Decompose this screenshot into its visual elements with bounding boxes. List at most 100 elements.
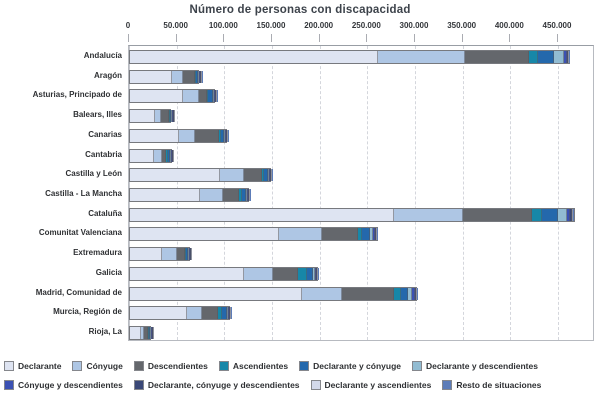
- segment-declarante[interactable]: [130, 110, 156, 123]
- segment-declarante-cónyuge-y-descendientes[interactable]: [316, 267, 318, 280]
- segment-declarante-cónyuge-y-descendientes[interactable]: [225, 129, 227, 142]
- segment-declarante[interactable]: [130, 287, 302, 300]
- segment-declarante[interactable]: [130, 50, 378, 63]
- segment-cónyuge-y-descendientes[interactable]: [373, 228, 375, 241]
- segment-cónyuge[interactable]: [301, 287, 342, 300]
- segment-cónyuge-y-descendientes[interactable]: [314, 267, 317, 280]
- segment-declarante-y-cónyuge[interactable]: [169, 110, 171, 123]
- segment-declarante-cónyuge-y-descendientes[interactable]: [247, 189, 249, 201]
- segment-descendientes[interactable]: [243, 169, 262, 182]
- segment-cónyuge[interactable]: [178, 129, 196, 142]
- segment-cónyuge-y-descendientes[interactable]: [269, 169, 271, 182]
- bar-extremadura[interactable]: [129, 247, 192, 262]
- segment-declarante-cónyuge-y-descendientes[interactable]: [189, 248, 191, 261]
- bar-comunitat-valenciana[interactable]: [129, 227, 378, 242]
- segment-cónyuge-y-descendientes[interactable]: [150, 327, 152, 340]
- segment-declarante[interactable]: [130, 149, 155, 162]
- segment-ascendientes[interactable]: [147, 327, 149, 340]
- segment-declarante-y-ascendientes[interactable]: [317, 267, 319, 280]
- bar-andaluc-a[interactable]: [129, 49, 571, 64]
- segment-descendientes[interactable]: [202, 307, 218, 320]
- segment-descendientes[interactable]: [162, 149, 167, 162]
- bar-castilla-y-le-n[interactable]: [129, 168, 273, 183]
- segment-declarante-y-cónyuge[interactable]: [185, 248, 188, 261]
- segment-descendientes[interactable]: [321, 228, 358, 241]
- segment-declarante-cónyuge-y-descendientes[interactable]: [566, 50, 568, 63]
- segment-declarante-y-cónyuge[interactable]: [221, 307, 227, 320]
- segment-declarante-y-descendientes[interactable]: [223, 129, 225, 142]
- segment-cónyuge[interactable]: [154, 149, 163, 162]
- segment-ascendientes[interactable]: [168, 110, 170, 123]
- segment-descendientes[interactable]: [273, 267, 298, 280]
- segment-declarante[interactable]: [130, 70, 173, 83]
- bar-castilla-la-mancha[interactable]: [129, 188, 251, 202]
- legend-item-ascendientes[interactable]: Ascendientes: [218, 360, 288, 371]
- segment-cónyuge[interactable]: [183, 90, 199, 103]
- segment-declarante[interactable]: [130, 327, 142, 340]
- segment-declarante-cónyuge-y-descendientes[interactable]: [171, 149, 173, 162]
- bar-balears-illes[interactable]: [129, 109, 175, 124]
- segment-declarante-y-cónyuge[interactable]: [307, 267, 313, 280]
- segment-declarante-y-ascendientes[interactable]: [226, 129, 228, 142]
- segment-descendientes[interactable]: [198, 90, 207, 103]
- segment-declarante-y-descendientes[interactable]: [149, 327, 151, 340]
- segment-declarante-y-descendientes[interactable]: [370, 228, 374, 241]
- segment-declarante-y-descendientes[interactable]: [187, 248, 189, 261]
- segment-declarante-y-descendientes[interactable]: [408, 287, 413, 300]
- segment-declarante-y-ascendientes[interactable]: [173, 110, 175, 123]
- segment-declarante-cónyuge-y-descendientes[interactable]: [199, 70, 201, 83]
- segment-cónyuge-y-descendientes[interactable]: [214, 90, 216, 103]
- bar-galicia[interactable]: [129, 266, 319, 281]
- segment-declarante[interactable]: [130, 129, 179, 142]
- segment-declarante[interactable]: [130, 267, 245, 280]
- legend-item-declarante[interactable]: Declarante: [4, 360, 61, 371]
- segment-ascendientes[interactable]: [206, 90, 208, 103]
- segment-declarante-y-cónyuge[interactable]: [167, 149, 170, 162]
- segment-declarante-y-descendientes[interactable]: [197, 70, 199, 83]
- segment-declarante-y-cónyuge[interactable]: [361, 228, 371, 241]
- segment-descendientes[interactable]: [160, 110, 169, 123]
- segment-declarante-cónyuge-y-descendientes[interactable]: [151, 327, 153, 340]
- segment-declarante-y-cónyuge[interactable]: [195, 70, 198, 83]
- segment-declarante-y-cónyuge[interactable]: [264, 169, 269, 182]
- segment-cónyuge[interactable]: [172, 70, 183, 83]
- segment-ascendientes[interactable]: [357, 228, 362, 241]
- segment-ascendientes[interactable]: [297, 267, 308, 280]
- segment-declarante-cónyuge-y-descendientes[interactable]: [172, 110, 174, 123]
- segment-cónyuge[interactable]: [394, 208, 464, 221]
- segment-cónyuge-y-descendientes[interactable]: [171, 110, 173, 123]
- segment-declarante-y-ascendientes[interactable]: [572, 208, 574, 221]
- segment-declarante-y-ascendientes[interactable]: [567, 50, 569, 63]
- segment-declarante-y-descendientes[interactable]: [553, 50, 564, 63]
- segment-cónyuge-y-descendientes[interactable]: [224, 129, 226, 142]
- legend-item-declarante-y-descendientes[interactable]: Declarante y descendientes: [412, 360, 538, 371]
- segment-descendientes[interactable]: [195, 129, 219, 142]
- segment-declarante-y-ascendientes[interactable]: [271, 169, 273, 182]
- segment-cónyuge-y-descendientes[interactable]: [198, 70, 200, 83]
- legend-item-cónyuge-y-descendientes[interactable]: Cónyuge y descendientes: [4, 379, 123, 390]
- segment-ascendientes[interactable]: [261, 169, 265, 182]
- segment-cónyuge-y-descendientes[interactable]: [188, 248, 190, 261]
- segment-ascendientes[interactable]: [532, 208, 542, 221]
- bar-murcia-regi-n-de[interactable]: [129, 306, 232, 321]
- segment-descendientes[interactable]: [223, 189, 239, 201]
- segment-declarante-y-cónyuge[interactable]: [241, 189, 246, 201]
- segment-cónyuge[interactable]: [162, 248, 177, 261]
- segment-ascendientes[interactable]: [194, 70, 196, 83]
- bar-madrid-comunidad-de[interactable]: [129, 286, 418, 301]
- segment-declarante-y-descendientes[interactable]: [245, 189, 247, 201]
- segment-declarante-y-ascendientes[interactable]: [200, 70, 202, 83]
- segment-ascendientes[interactable]: [166, 149, 168, 162]
- segment-declarante-y-cónyuge[interactable]: [148, 327, 150, 340]
- segment-cónyuge[interactable]: [377, 50, 465, 63]
- segment-declarante-y-descendientes[interactable]: [557, 208, 567, 221]
- segment-declarante[interactable]: [130, 169, 220, 182]
- segment-resto-de-situaciones[interactable]: [568, 50, 570, 63]
- segment-declarante-y-ascendientes[interactable]: [229, 307, 231, 320]
- segment-cónyuge[interactable]: [187, 307, 203, 320]
- segment-declarante-y-cónyuge[interactable]: [541, 208, 558, 221]
- segment-cónyuge-y-descendientes[interactable]: [227, 307, 229, 320]
- segment-declarante-y-descendientes[interactable]: [170, 110, 172, 123]
- legend-item-declarante-cónyuge-y-descendientes[interactable]: Declarante, cónyuge y descendientes: [133, 379, 300, 390]
- segment-ascendientes[interactable]: [184, 248, 186, 261]
